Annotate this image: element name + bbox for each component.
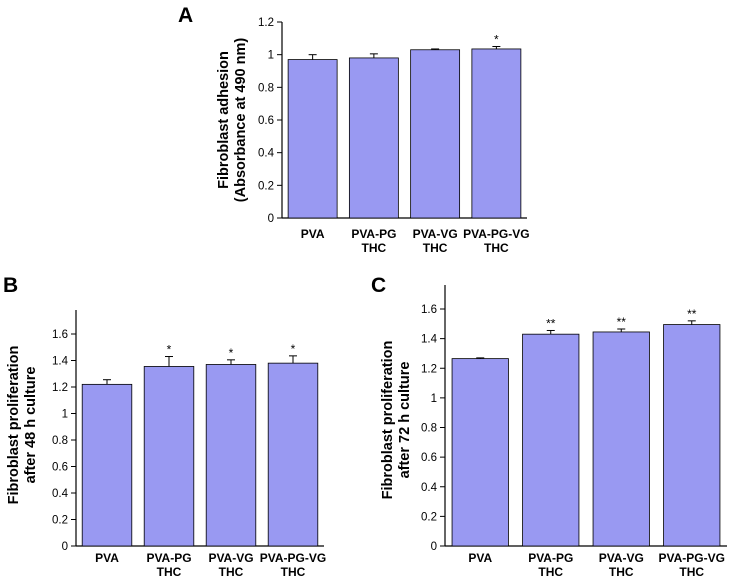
significance-marker: * — [494, 33, 499, 47]
category-label-line: PVA-VG — [208, 551, 253, 565]
significance-marker: ** — [687, 307, 697, 321]
category-label-line: THC — [484, 241, 509, 255]
significance-marker: ** — [617, 315, 627, 329]
panel-c-chart: C 0 0.2 0.4 0.6 0.8 1 1.2 1.4 1.6 Fibroblast prol… — [371, 274, 727, 579]
category-label-line: PVA-VG — [413, 227, 458, 241]
y-tick-label: 0.4 — [52, 488, 69, 500]
category-label-line: PVA-PG — [146, 551, 191, 565]
y-axis-label: Fibroblast proliferationafter 48 h cultu… — [6, 346, 39, 505]
bar — [663, 324, 721, 547]
category-label-line: PVA-PG-VG — [260, 551, 326, 565]
category-label-line: PVA-VG — [599, 551, 644, 565]
bar — [410, 49, 461, 219]
bar — [205, 364, 257, 547]
y-tick-label: 0.4 — [421, 482, 438, 494]
category-label-line: THC — [679, 565, 704, 579]
category-label-line: THC — [362, 241, 387, 255]
y-tick-label: 1.4 — [52, 356, 69, 368]
y-tick-label: 1.2 — [421, 363, 437, 375]
panel-a-chart: A 0 0.2 0.4 0.6 0.8 1 1.2 Fibroblast adhesion(A… — [178, 4, 530, 255]
panel-label: C — [371, 274, 386, 297]
y-tick-label: 1 — [268, 50, 274, 62]
significance-marker: ** — [546, 316, 556, 330]
y-axis-label: Fibroblast proliferationafter 72 h cultu… — [380, 341, 413, 500]
y-tick-label: 1.2 — [52, 382, 68, 394]
bar — [267, 362, 319, 547]
y-tick-label: 0 — [268, 213, 274, 225]
category-label-line: PVA — [468, 551, 492, 565]
y-tick-label: 0.8 — [421, 423, 437, 435]
category-label-line: THC — [281, 565, 306, 579]
category-label-line: PVA-PG-VG — [463, 227, 529, 241]
category-label: PVA — [95, 551, 119, 565]
category-label: PVA-PG-VG THC — [463, 227, 529, 255]
y-axis-label-line: (Absorbance at 490 nm) — [233, 38, 249, 203]
category-label: PVA-VG THC — [413, 227, 458, 255]
y-tick-label: 0 — [62, 541, 68, 553]
significance-marker: * — [167, 343, 172, 357]
category-label: PVA-VG THC — [208, 551, 253, 579]
category-label: PVA-PG THC — [528, 551, 573, 579]
bar — [522, 333, 580, 547]
y-tick-label: 0 — [431, 541, 437, 553]
y-axis-label-line: Fibroblast adhesion — [216, 51, 232, 189]
category-label-line: PVA — [95, 551, 119, 565]
y-tick-label: 0.2 — [421, 511, 437, 523]
category-label-line: THC — [538, 565, 563, 579]
y-tick-label: 1 — [431, 393, 437, 405]
bar — [592, 331, 650, 547]
y-tick-label: 0.2 — [52, 515, 68, 527]
category-label: PVA-VG THC — [599, 551, 644, 579]
category-label-line: THC — [609, 565, 634, 579]
category-label: PVA-PG THC — [146, 551, 191, 579]
panel-label: A — [178, 4, 193, 27]
bar — [81, 383, 133, 547]
y-tick-label: 0.8 — [258, 82, 274, 94]
y-tick-label: 1.6 — [421, 304, 437, 316]
y-tick-label: 1 — [62, 409, 68, 421]
category-label-line: PVA-PG — [351, 227, 396, 241]
y-tick-label: 0.6 — [258, 115, 274, 127]
category-label: PVA-PG THC — [351, 227, 396, 255]
category-label-line: PVA-PG — [528, 551, 573, 565]
y-axis-label-line: Fibroblast proliferation — [6, 346, 22, 505]
category-label: PVA-PG-VG THC — [659, 551, 725, 579]
y-tick-label: 0.2 — [258, 180, 274, 192]
y-tick-label: 1.2 — [258, 17, 274, 29]
y-axis-label-line: after 48 h culture — [23, 367, 39, 484]
y-axis-label-line: Fibroblast proliferation — [380, 341, 396, 500]
y-tick-label: 0.8 — [52, 435, 68, 447]
bar — [451, 358, 509, 547]
category-label-line: THC — [157, 565, 182, 579]
y-tick-label: 1.6 — [52, 329, 68, 341]
panel-b-chart: B 0 0.2 0.4 0.6 0.8 1 1.2 1.4 1.6 Fibroblast prol… — [3, 274, 326, 579]
bar — [287, 59, 338, 219]
panel-label: B — [3, 274, 18, 297]
bar — [143, 366, 195, 547]
significance-marker: * — [291, 342, 296, 356]
category-label-line: PVA — [301, 227, 325, 241]
category-label: PVA-PG-VG THC — [260, 551, 326, 579]
category-label-line: THC — [423, 241, 448, 255]
category-label: PVA — [301, 227, 325, 241]
y-tick-label: 0.6 — [52, 462, 68, 474]
bar — [348, 57, 399, 219]
y-tick-label: 0.4 — [258, 148, 275, 160]
y-tick-label: 1.4 — [421, 334, 438, 346]
category-label-line: PVA-PG-VG — [659, 551, 725, 565]
significance-marker: * — [229, 346, 234, 360]
bar — [471, 48, 522, 219]
y-axis-label-line: after 72 h culture — [397, 362, 413, 479]
y-tick-label: 0.6 — [421, 452, 437, 464]
category-label-line: THC — [219, 565, 244, 579]
y-axis-label: Fibroblast adhesion(Absorbance at 490 nm… — [216, 38, 249, 203]
category-label: PVA — [468, 551, 492, 565]
